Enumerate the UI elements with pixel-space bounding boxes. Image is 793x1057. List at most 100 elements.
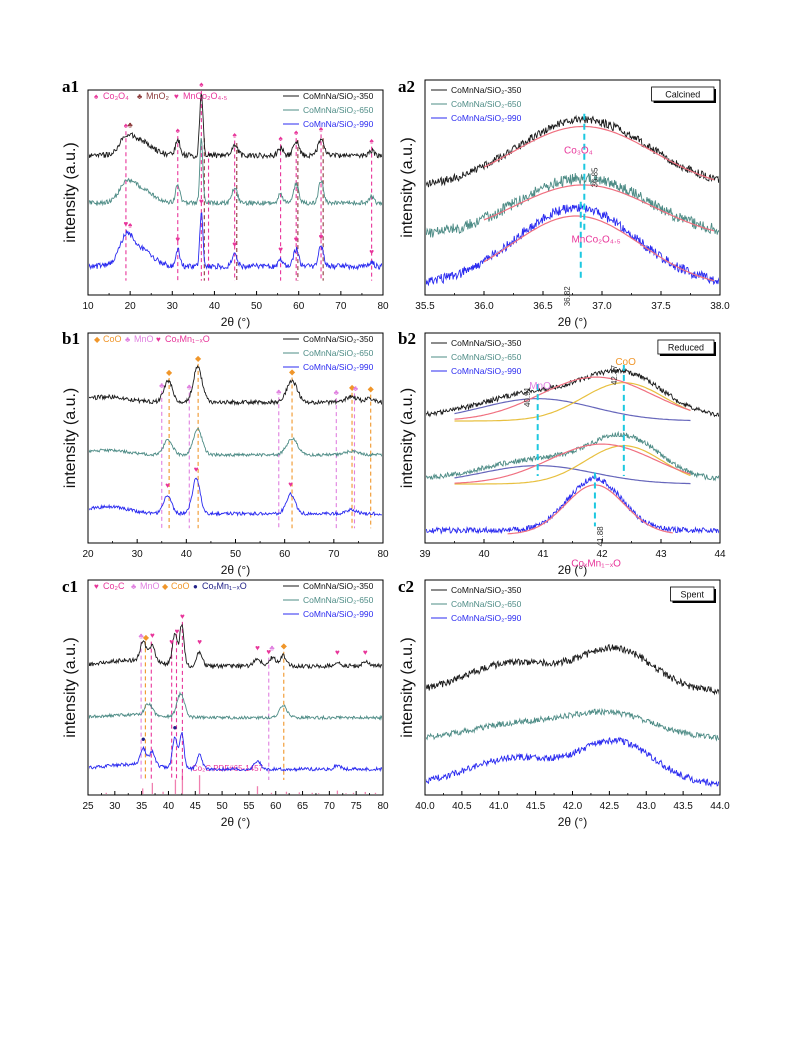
x-tick-label: 25	[82, 801, 94, 812]
x-tick-label: 60	[279, 549, 291, 560]
x-tick-label: 30	[132, 549, 144, 560]
phase-marker: ♥	[255, 643, 260, 652]
phase-marker: ◆	[349, 383, 356, 392]
panel-label: c1	[62, 577, 78, 596]
peak-annotation: 36.82	[563, 286, 572, 307]
peak-annotation: MnCo₂O₄.₅	[571, 234, 620, 245]
x-tick-label: 70	[328, 549, 340, 560]
condition-label: Reduced	[668, 343, 704, 353]
x-tick-label: 65	[297, 801, 309, 812]
legend-entry: CoMnNa/SiO₂-350	[303, 91, 374, 101]
panel-label: b1	[62, 329, 80, 348]
chart-b2: b2 39 40 41 42 43 44 2θ (°) intensity (a.u.) MnO C…	[398, 329, 726, 577]
phase-marker: ♥	[369, 247, 374, 256]
phase-marker: ♠	[124, 121, 129, 130]
x-tick-label: 40.0	[415, 801, 435, 812]
marker-legend-label: CoₓMn₁₋ₓO	[202, 581, 247, 591]
marker-legend-symbol: ♠	[94, 92, 99, 101]
x-tick-label: 60	[293, 301, 305, 312]
phase-marker: ♥	[319, 233, 324, 242]
peak-annotation: CoO	[615, 357, 636, 368]
marker-legend-symbol: ●	[193, 582, 198, 591]
phase-marker: ◆	[368, 385, 375, 394]
phase-marker: ◆	[143, 633, 150, 642]
phase-marker: ♥	[199, 197, 204, 206]
condition-label: Spent	[680, 590, 704, 600]
phase-marker: ♥	[363, 648, 368, 657]
phase-marker: ◆	[289, 368, 296, 377]
x-tick-label: 37.5	[651, 301, 671, 312]
chart-c1: c1 25 30 35 40 45 50 55 60 65 70 75 80 2θ (°) intensit…	[62, 577, 389, 829]
phase-marker: ♠	[176, 126, 181, 135]
series-line	[89, 623, 382, 670]
x-tick-label: 44.0	[710, 801, 730, 812]
series-line	[89, 137, 382, 207]
legend-entry: CoMnNa/SiO₂-990	[303, 362, 374, 372]
phase-marker: ♥	[266, 648, 271, 657]
fit-curve	[483, 215, 715, 282]
fit-curve	[454, 443, 691, 484]
legend-entry: CoMnNa/SiO₂-650	[451, 99, 522, 109]
plot-area	[89, 363, 382, 529]
phase-marker: ♣	[353, 384, 359, 393]
fit-curve	[454, 376, 691, 420]
x-tick-label: 10	[82, 301, 94, 312]
phase-marker: ♥	[180, 612, 185, 621]
phase-marker: ♣	[187, 382, 193, 391]
fit-curve	[454, 382, 691, 422]
condition-box	[670, 586, 715, 602]
x-axis-label: 2θ (°)	[558, 315, 587, 329]
x-tick-label: 35	[136, 801, 148, 812]
legend-entry: CoMnNa/SiO₂-650	[303, 348, 374, 358]
phase-marker: ♥	[294, 235, 299, 244]
y-axis-label: intensity (a.u.)	[399, 637, 416, 737]
x-tick-label: 30	[167, 301, 179, 312]
legend-entry: CoMnNa/SiO₂-650	[303, 105, 374, 115]
x-tick-label: 80	[377, 549, 389, 560]
series-line	[426, 643, 719, 696]
x-tick-label: 40.5	[452, 801, 472, 812]
x-tick-label: 41.0	[489, 801, 509, 812]
fit-curve	[483, 125, 715, 181]
x-tick-label: 50	[217, 801, 229, 812]
series-line	[426, 736, 719, 788]
marker-legend-symbol: ♣	[131, 582, 137, 591]
x-axis-label: 2θ (°)	[221, 815, 250, 829]
plot-area	[89, 91, 382, 281]
phase-marker: ♠	[319, 124, 324, 133]
series-line	[89, 365, 382, 407]
peak-annotation: MnO	[529, 381, 551, 392]
x-axis-label: 2θ (°)	[558, 563, 587, 577]
marker-legend-label: CoₓMn₁₋ₓO	[165, 334, 210, 344]
marker-legend-label: CoO	[171, 581, 190, 591]
fit-curve	[483, 184, 715, 232]
x-tick-label: 80	[377, 301, 389, 312]
x-axis-label: 2θ (°)	[221, 315, 250, 329]
legend-entry: CoMnNa/SiO₂-990	[303, 609, 374, 619]
chart-a1: a1 10 20 30 40 50 60 70 80 2θ (°) intensity (a.u.)…	[62, 77, 389, 329]
x-tick-label: 40	[209, 301, 221, 312]
fit-curve	[507, 484, 673, 535]
x-tick-label: 35.5	[415, 301, 435, 312]
phase-marker: ♥	[175, 627, 180, 636]
series-line	[89, 477, 382, 517]
x-tick-label: 44	[714, 549, 726, 560]
phase-marker: ♥	[197, 638, 202, 647]
marker-legend-symbol: ♥	[174, 92, 179, 101]
panel-label: a1	[62, 77, 79, 96]
legend-entry: CoMnNa/SiO₂-990	[303, 119, 374, 129]
phase-marker: ♥	[124, 220, 129, 229]
x-axis-label: 2θ (°)	[558, 815, 587, 829]
chart-c2: c2 40.0 40.5 41.0 41.5 42.0 42.5 43.0 43.5 44.0 2θ…	[398, 577, 730, 829]
phase-marker: ●	[172, 723, 177, 732]
panel-label: b2	[398, 329, 416, 348]
phase-marker: ♥	[165, 481, 170, 490]
phase-marker: ◆	[195, 354, 202, 363]
fit-curve	[454, 398, 691, 422]
x-tick-label: 43.0	[637, 801, 657, 812]
x-tick-label: 60	[270, 801, 282, 812]
phase-marker: ♥	[150, 631, 155, 640]
marker-legend-symbol: ♣	[125, 335, 131, 344]
phase-marker: ♣	[128, 120, 134, 129]
